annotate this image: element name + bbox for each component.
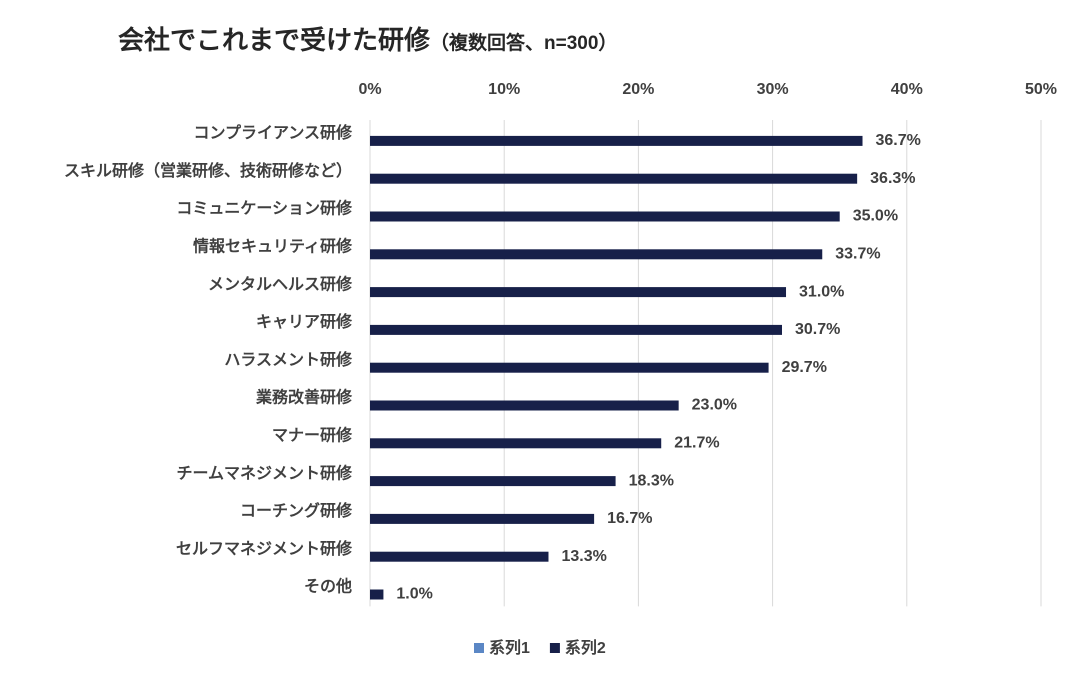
y-tick-label: キャリア研修 — [256, 312, 353, 331]
data-label: 1.0% — [396, 586, 432, 603]
bar — [370, 287, 787, 298]
legend-swatch — [474, 643, 484, 653]
chart-title: 会社でこれまで受けた研修 — [118, 25, 431, 55]
y-tick-label: 情報セキュリティ研修 — [193, 237, 353, 256]
x-tick-label: 50% — [1025, 81, 1057, 98]
y-tick-label: チームマネジメント研修 — [176, 463, 353, 482]
data-label: 21.7% — [674, 435, 719, 452]
data-label: 30.7% — [795, 321, 840, 338]
bar — [370, 551, 549, 562]
chart-subtitle: （複数回答、n=300） — [430, 31, 617, 54]
y-tick-label: その他 — [304, 577, 352, 596]
y-tick-label: コンプライアンス研修 — [193, 123, 353, 142]
data-label: 31.0% — [799, 283, 844, 300]
data-label: 13.3% — [561, 548, 606, 565]
y-tick-label: マナー研修 — [272, 426, 353, 445]
data-label: 33.7% — [835, 246, 880, 263]
y-tick-label: コミュニケーション研修 — [176, 199, 353, 218]
data-label: 35.0% — [853, 208, 898, 225]
x-tick-label: 30% — [757, 81, 789, 98]
y-tick-label: スキル研修（営業研修、技術研修など） — [64, 161, 352, 180]
bar — [370, 173, 858, 184]
bar — [370, 589, 384, 600]
y-tick-label: セルフマネジメント研修 — [176, 539, 353, 558]
x-tick-label: 40% — [891, 81, 923, 98]
bar — [370, 438, 662, 449]
x-tick-label: 0% — [358, 81, 381, 98]
bar — [370, 249, 823, 260]
y-tick-label: コーチング研修 — [240, 501, 353, 520]
data-label: 23.0% — [692, 397, 737, 414]
data-label: 18.3% — [629, 472, 674, 489]
y-tick-label: メンタルヘルス研修 — [208, 274, 353, 293]
data-label: 36.3% — [870, 170, 915, 187]
legend-label: 系列1 — [489, 638, 530, 657]
bar — [370, 513, 595, 524]
bar — [370, 476, 616, 487]
x-tick-label: 10% — [488, 81, 520, 98]
x-tick-label: 20% — [622, 81, 654, 98]
bar — [370, 362, 769, 373]
legend-label: 系列2 — [565, 638, 606, 657]
bar — [370, 211, 840, 222]
y-tick-label: 業務改善研修 — [255, 388, 353, 407]
bar — [370, 135, 863, 146]
legend-swatch — [549, 643, 560, 653]
bar — [370, 400, 679, 411]
y-tick-label: ハラスメント研修 — [224, 350, 353, 369]
data-label: 16.7% — [607, 510, 652, 527]
bar — [370, 324, 782, 335]
data-label: 29.7% — [782, 359, 827, 376]
data-label: 36.7% — [876, 132, 921, 149]
